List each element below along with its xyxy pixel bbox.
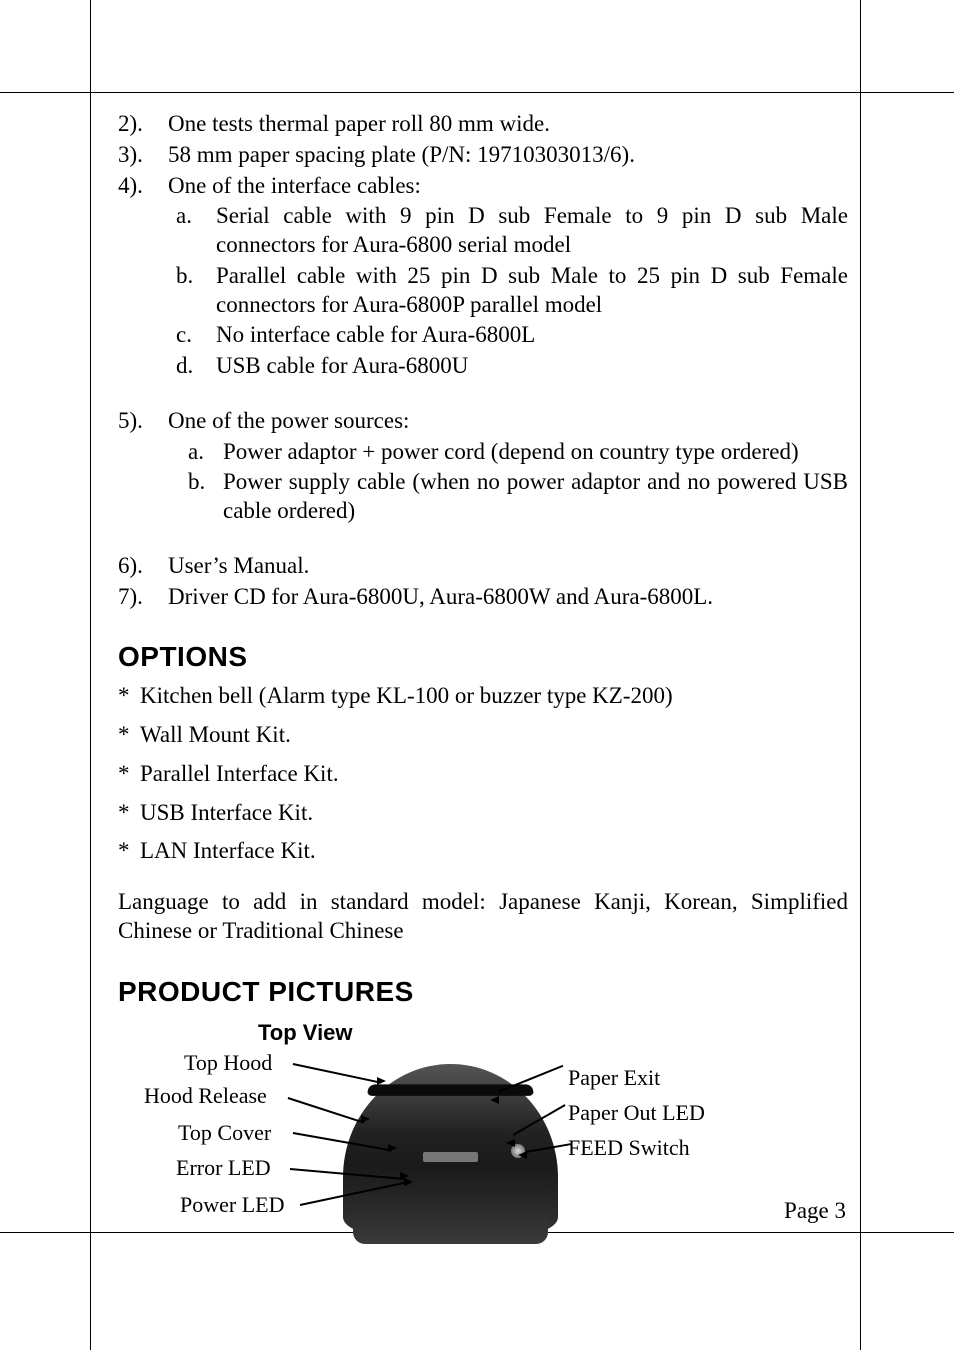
arrowhead-icon: [518, 1151, 527, 1159]
sublist-5: a. Power adaptor + power cord (depend on…: [188, 438, 848, 526]
leader-line: [293, 1063, 381, 1083]
sublist-item: b. Power supply cable (when no power ada…: [188, 468, 848, 526]
sublist-item: d. USB cable for Aura-6800U: [176, 352, 848, 381]
diagram-title: Top View: [258, 1019, 353, 1047]
language-note: Language to add in standard model: Japan…: [118, 888, 848, 946]
printer-badge: [423, 1152, 478, 1162]
option-text: Wall Mount Kit.: [140, 721, 848, 750]
sublist-item: b. Parallel cable with 25 pin D sub Male…: [176, 262, 848, 320]
page-rule-right: [860, 0, 861, 1350]
page-rule-top: [0, 92, 954, 93]
option-asterisk: *: [118, 799, 140, 828]
option-asterisk: *: [118, 721, 140, 750]
sublist-text: No interface cable for Aura-6800L: [216, 321, 848, 350]
option-asterisk: *: [118, 760, 140, 789]
arrowhead-icon: [404, 1178, 413, 1186]
leader-line: [288, 1097, 365, 1123]
sublist-text: Parallel cable with 25 pin D sub Male to…: [216, 262, 848, 320]
option-item: * LAN Interface Kit.: [118, 837, 848, 866]
arrowhead-icon: [490, 1096, 499, 1104]
label-top-cover: Top Cover: [178, 1119, 271, 1147]
sublist-letter: b.: [176, 262, 216, 320]
list-number: 7).: [118, 583, 168, 612]
list-number: 6).: [118, 552, 168, 581]
sublist-text: Power adaptor + power cord (depend on co…: [223, 438, 848, 467]
arrowhead-icon: [377, 1077, 386, 1085]
sublist-4: a. Serial cable with 9 pin D sub Female …: [176, 202, 848, 381]
page-rule-left: [90, 0, 91, 1350]
option-item: * USB Interface Kit.: [118, 799, 848, 828]
list-item-7: 7). Driver CD for Aura-6800U, Aura-6800W…: [118, 583, 848, 612]
label-top-hood: Top Hood: [184, 1049, 272, 1077]
arrowhead-icon: [506, 1139, 515, 1147]
printer-front-shape: [353, 1189, 548, 1244]
arrowhead-icon: [388, 1144, 397, 1152]
option-item: * Parallel Interface Kit.: [118, 760, 848, 789]
option-item: * Kitchen bell (Alarm type KL-100 or buz…: [118, 682, 848, 711]
top-view-diagram: Top View Top Hood Hood Release Top Cover…: [118, 1019, 848, 1279]
sublist-item: c. No interface cable for Aura-6800L: [176, 321, 848, 350]
label-paper-exit: Paper Exit: [568, 1064, 660, 1092]
sublist-letter: d.: [176, 352, 216, 381]
list-text: One of the interface cables:: [168, 172, 848, 201]
list-item-6: 6). User’s Manual.: [118, 552, 848, 581]
list-text: One tests thermal paper roll 80 mm wide.: [168, 110, 848, 139]
list-item-3: 3). 58 mm paper spacing plate (P/N: 1971…: [118, 141, 848, 170]
sublist-text: USB cable for Aura-6800U: [216, 352, 848, 381]
list-item-2: 2). One tests thermal paper roll 80 mm w…: [118, 110, 848, 139]
sublist-letter: a.: [176, 202, 216, 260]
sublist-letter: c.: [176, 321, 216, 350]
label-hood-release: Hood Release: [144, 1082, 267, 1110]
label-feed-switch: FEED Switch: [568, 1134, 690, 1162]
sublist-item: a. Serial cable with 9 pin D sub Female …: [176, 202, 848, 260]
list-text: Driver CD for Aura-6800U, Aura-6800W and…: [168, 583, 848, 612]
option-text: USB Interface Kit.: [140, 799, 848, 828]
label-power-led: Power LED: [180, 1191, 284, 1219]
sublist-letter: a.: [188, 438, 223, 467]
page-number: Page 3: [784, 1198, 846, 1224]
label-error-led: Error LED: [176, 1154, 271, 1182]
label-paper-out-led: Paper Out LED: [568, 1099, 705, 1127]
list-item-4: 4). One of the interface cables:: [118, 172, 848, 201]
option-text: LAN Interface Kit.: [140, 837, 848, 866]
sublist-text: Serial cable with 9 pin D sub Female to …: [216, 202, 848, 260]
product-pictures-heading: PRODUCT PICTURES: [118, 974, 848, 1009]
list-number: 2).: [118, 110, 168, 139]
sublist-letter: b.: [188, 468, 223, 526]
list-number: 3).: [118, 141, 168, 170]
list-item-5: 5). One of the power sources:: [118, 407, 848, 436]
option-asterisk: *: [118, 682, 140, 711]
option-text: Parallel Interface Kit.: [140, 760, 848, 789]
list-text: User’s Manual.: [168, 552, 848, 581]
options-heading: OPTIONS: [118, 639, 848, 674]
option-asterisk: *: [118, 837, 140, 866]
list-number: 5).: [118, 407, 168, 436]
option-item: * Wall Mount Kit.: [118, 721, 848, 750]
list-text: 58 mm paper spacing plate (P/N: 19710303…: [168, 141, 848, 170]
list-number: 4).: [118, 172, 168, 201]
sublist-text: Power supply cable (when no power adapto…: [223, 468, 848, 526]
option-text: Kitchen bell (Alarm type KL-100 or buzze…: [140, 682, 848, 711]
arrowhead-icon: [361, 1115, 370, 1123]
sublist-item: a. Power adaptor + power cord (depend on…: [188, 438, 848, 467]
list-text: One of the power sources:: [168, 407, 848, 436]
page-content: 2). One tests thermal paper roll 80 mm w…: [118, 110, 848, 1279]
